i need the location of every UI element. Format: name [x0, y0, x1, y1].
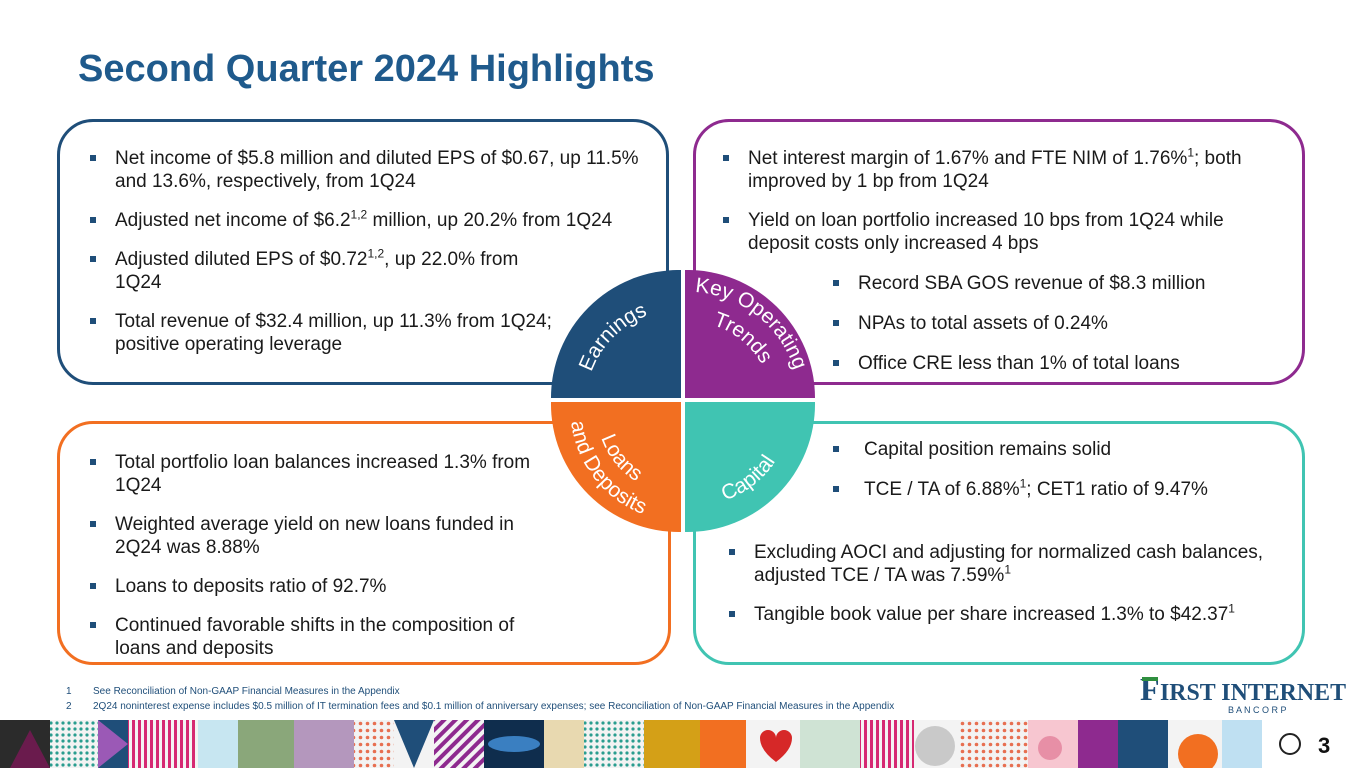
logo-accent: [1142, 677, 1158, 681]
earnings-panel: [57, 119, 669, 385]
capital-list-upper: Capital position remains solid TCE / TA …: [830, 438, 1290, 518]
list-item: Total portfolio loan balances increased …: [87, 451, 547, 497]
list-item: Record SBA GOS revenue of $8.3 million: [830, 272, 1290, 295]
list-item: TCE / TA of 6.88%1; CET1 ratio of 9.47%: [830, 478, 1290, 501]
company-logo: F IRST INTERNET B A N C O R P: [1140, 673, 1346, 715]
key-trends-panel: [693, 119, 1305, 385]
list-item: Total revenue of $32.4 million, up 11.3%…: [87, 310, 555, 356]
list-item: Weighted average yield on new loans fund…: [87, 513, 547, 559]
page-title: Second Quarter 2024 Highlights: [78, 48, 655, 90]
list-item: Continued favorable shifts in the compos…: [87, 614, 547, 660]
category-wheel: Earnings Key Operating Trends Loans and …: [550, 270, 816, 533]
list-item: Net interest margin of 1.67% and FTE NIM…: [720, 147, 1290, 193]
footnote-1: 1 See Reconciliation of Non-GAAP Financia…: [66, 686, 400, 697]
list-item: Office CRE less than 1% of total loans: [830, 352, 1290, 375]
list-item: Tangible book value per share increased …: [726, 603, 1286, 626]
list-item: Excluding AOCI and adjusting for normali…: [726, 541, 1286, 587]
capital-quadrant: [685, 402, 816, 533]
capital-list-lower: Excluding AOCI and adjusting for normali…: [726, 541, 1286, 642]
key-trends-quadrant: [685, 270, 815, 398]
list-item: Adjusted diluted EPS of $0.721,2, up 22.…: [87, 248, 545, 294]
list-item: Yield on loan portfolio increased 10 bps…: [720, 209, 1290, 255]
loans-quadrant: [550, 402, 681, 533]
svg-text:B A N C O R P: B A N C O R P: [1228, 705, 1287, 715]
earnings-quadrant: [550, 270, 681, 400]
list-item: NPAs to total assets of 0.24%: [830, 312, 1290, 335]
loans-list: Total portfolio loan balances increased …: [87, 451, 547, 676]
svg-text:F: F: [1140, 673, 1160, 707]
list-item: Loans to deposits ratio of 92.7%: [87, 575, 547, 598]
svg-text:IRST INTERNET: IRST INTERNET: [1160, 680, 1346, 706]
list-item: Adjusted net income of $6.21,2 million, …: [87, 209, 647, 232]
list-item: Net income of $5.8 million and diluted E…: [87, 147, 647, 193]
list-item: Capital position remains solid: [830, 438, 1290, 461]
loans-panel: [57, 421, 671, 665]
page-number: 3: [1318, 733, 1331, 758]
key-trends-list: Net interest margin of 1.67% and FTE NIM…: [720, 147, 1290, 271]
footnote-2: 2 2Q24 noninterest expense includes $0.5 …: [66, 701, 895, 712]
earnings-list: Net income of $5.8 million and diluted E…: [87, 147, 647, 372]
capital-panel: [693, 421, 1305, 665]
decorative-pattern-strip: [0, 720, 1365, 768]
key-trends-list-lower: Record SBA GOS revenue of $8.3 million N…: [830, 272, 1290, 392]
